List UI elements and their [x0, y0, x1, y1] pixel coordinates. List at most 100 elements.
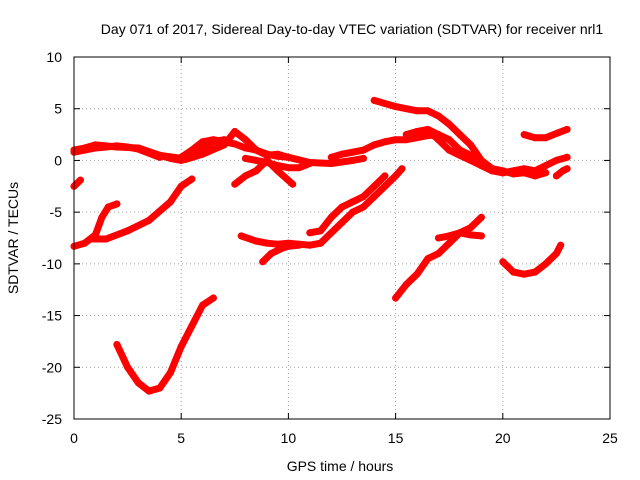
chart-title: Day 071 of 2017, Sidereal Day-to-day VTE…	[101, 21, 604, 37]
data-point	[167, 154, 174, 162]
data-point	[274, 162, 282, 170]
data-point	[81, 239, 89, 247]
data-point	[424, 107, 432, 115]
data-point	[424, 255, 432, 263]
data-point	[242, 136, 249, 144]
data-point	[113, 341, 121, 348]
data-point	[134, 144, 142, 152]
data-point	[220, 141, 228, 149]
data-point	[435, 112, 442, 120]
data-point	[284, 153, 292, 161]
data-point	[402, 136, 410, 144]
data-point	[557, 241, 565, 249]
data-point	[424, 126, 432, 134]
data-point	[263, 151, 271, 159]
data-point	[552, 130, 560, 137]
data-point	[113, 200, 121, 208]
series-track-5	[87, 175, 196, 243]
data-point	[499, 258, 507, 266]
data-point	[295, 241, 303, 249]
data-point	[267, 250, 275, 257]
data-point	[402, 281, 410, 288]
data-point	[552, 172, 560, 180]
data-point	[456, 229, 464, 237]
data-point	[520, 169, 528, 177]
series-track-15	[317, 165, 406, 247]
data-point	[113, 143, 121, 151]
data-point	[392, 103, 400, 111]
plot-frame	[73, 56, 611, 420]
data-point	[531, 172, 539, 180]
data-point	[327, 213, 335, 221]
data-point	[242, 172, 249, 180]
data-point	[467, 224, 475, 232]
data-point	[477, 232, 485, 240]
data-point	[182, 155, 189, 163]
data-point	[167, 369, 174, 376]
series-track-23	[520, 125, 571, 142]
data-point	[402, 131, 410, 139]
data-point	[477, 213, 485, 221]
data-point	[102, 235, 110, 243]
data-point	[145, 387, 153, 395]
y-tick-label: -20	[42, 359, 62, 375]
data-point	[370, 141, 378, 149]
data-point	[284, 242, 292, 250]
series-track-11	[242, 154, 314, 172]
data-point	[317, 227, 325, 235]
data-point	[381, 182, 389, 190]
data-point	[242, 154, 249, 162]
data-point	[563, 125, 571, 133]
data-point	[520, 131, 528, 139]
data-point	[359, 146, 367, 154]
data-point	[306, 229, 314, 237]
data-point	[413, 130, 421, 137]
data-point	[381, 138, 389, 146]
data-point	[167, 198, 174, 206]
data-point	[542, 162, 550, 170]
data-point	[289, 180, 297, 188]
data-point	[81, 144, 89, 152]
data-point	[295, 164, 303, 172]
data-point	[552, 156, 560, 164]
data-point	[349, 148, 357, 156]
data-point	[349, 208, 357, 216]
data-point	[199, 301, 207, 309]
data-point	[359, 203, 367, 211]
y-tick-label: -15	[42, 308, 62, 324]
data-point	[445, 136, 453, 144]
series-layer	[70, 96, 571, 395]
data-point	[542, 134, 550, 142]
data-point	[306, 241, 314, 249]
series-track-9	[182, 128, 367, 167]
data-point	[177, 182, 185, 190]
data-point	[91, 141, 99, 149]
data-point	[381, 172, 389, 180]
series-track-21	[435, 229, 485, 242]
data-point	[188, 146, 196, 154]
data-point	[456, 131, 464, 139]
data-point	[370, 96, 378, 104]
data-point	[327, 229, 335, 237]
data-point	[445, 146, 453, 154]
data-point	[284, 164, 292, 172]
series-track-13	[259, 241, 303, 266]
data-point	[392, 172, 400, 180]
data-point	[306, 160, 314, 167]
data-point	[520, 270, 528, 278]
y-tick-label: -10	[42, 256, 62, 272]
data-point	[349, 198, 357, 206]
x-tick-label: 10	[281, 430, 297, 446]
data-point	[488, 165, 496, 173]
series-line	[113, 294, 217, 395]
data-point	[531, 134, 539, 142]
x-tick-label: 0	[70, 430, 78, 446]
data-point	[134, 379, 142, 387]
data-point	[327, 160, 335, 167]
data-point	[237, 232, 245, 240]
data-point	[188, 322, 196, 330]
data-point	[542, 260, 550, 268]
data-point	[263, 159, 271, 166]
data-point	[98, 213, 106, 221]
data-point	[477, 162, 485, 170]
